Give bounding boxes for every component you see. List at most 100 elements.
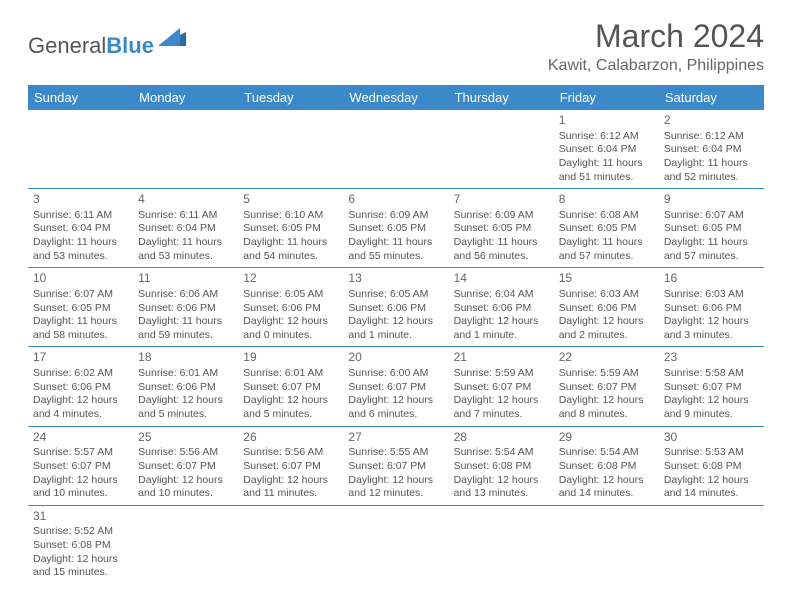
day-info-line: and 10 minutes. — [138, 487, 233, 501]
day-info-line: Sunset: 6:04 PM — [664, 143, 759, 157]
calendar-day-empty — [343, 506, 448, 584]
day-info-line: Sunset: 6:07 PM — [243, 381, 338, 395]
day-number: 25 — [138, 430, 233, 446]
day-info-line: and 11 minutes. — [243, 487, 338, 501]
calendar-day: 14Sunrise: 6:04 AMSunset: 6:06 PMDayligh… — [449, 268, 554, 346]
calendar-day-empty — [449, 506, 554, 584]
day-info-line: Daylight: 12 hours — [33, 394, 128, 408]
day-info-line: Daylight: 12 hours — [454, 474, 549, 488]
day-info-line: Sunset: 6:06 PM — [138, 381, 233, 395]
logo-text-1: General — [28, 33, 106, 58]
day-info-line: Sunrise: 6:05 AM — [243, 288, 338, 302]
calendar-day: 26Sunrise: 5:56 AMSunset: 6:07 PMDayligh… — [238, 427, 343, 505]
day-info-line: Sunset: 6:07 PM — [348, 381, 443, 395]
day-info-line: and 1 minute. — [348, 329, 443, 343]
day-info-line: Sunrise: 6:03 AM — [559, 288, 654, 302]
day-number: 20 — [348, 350, 443, 366]
day-info-line: and 57 minutes. — [664, 250, 759, 264]
day-info-line: and 14 minutes. — [664, 487, 759, 501]
day-info-line: Sunrise: 5:57 AM — [33, 446, 128, 460]
calendar-day: 3Sunrise: 6:11 AMSunset: 6:04 PMDaylight… — [28, 189, 133, 267]
day-info-line: Sunrise: 6:09 AM — [454, 209, 549, 223]
day-info-line: Sunrise: 6:01 AM — [138, 367, 233, 381]
calendar-week: 17Sunrise: 6:02 AMSunset: 6:06 PMDayligh… — [28, 347, 764, 426]
calendar-day: 27Sunrise: 5:55 AMSunset: 6:07 PMDayligh… — [343, 427, 448, 505]
day-number: 7 — [454, 192, 549, 208]
day-info-line: Sunrise: 6:03 AM — [664, 288, 759, 302]
day-info-line: and 55 minutes. — [348, 250, 443, 264]
day-number: 16 — [664, 271, 759, 287]
calendar-week: 31Sunrise: 5:52 AMSunset: 6:08 PMDayligh… — [28, 506, 764, 584]
day-header: Saturday — [659, 85, 764, 110]
logo-text: GeneralBlue — [28, 33, 154, 59]
calendar-day: 28Sunrise: 5:54 AMSunset: 6:08 PMDayligh… — [449, 427, 554, 505]
calendar-day: 2Sunrise: 6:12 AMSunset: 6:04 PMDaylight… — [659, 110, 764, 188]
day-number: 18 — [138, 350, 233, 366]
day-info-line: Sunrise: 6:05 AM — [348, 288, 443, 302]
day-info-line: and 10 minutes. — [33, 487, 128, 501]
calendar-day: 5Sunrise: 6:10 AMSunset: 6:05 PMDaylight… — [238, 189, 343, 267]
day-info-line: Sunset: 6:04 PM — [33, 222, 128, 236]
calendar-day: 11Sunrise: 6:06 AMSunset: 6:06 PMDayligh… — [133, 268, 238, 346]
day-number: 12 — [243, 271, 338, 287]
day-number: 10 — [33, 271, 128, 287]
day-number: 2 — [664, 113, 759, 129]
calendar-day: 20Sunrise: 6:00 AMSunset: 6:07 PMDayligh… — [343, 347, 448, 425]
day-header: Thursday — [449, 85, 554, 110]
calendar-day: 15Sunrise: 6:03 AMSunset: 6:06 PMDayligh… — [554, 268, 659, 346]
day-info-line: Daylight: 12 hours — [138, 474, 233, 488]
day-header: Wednesday — [343, 85, 448, 110]
day-info-line: Sunrise: 6:06 AM — [138, 288, 233, 302]
day-info-line: Daylight: 12 hours — [243, 474, 338, 488]
day-info-line: Daylight: 12 hours — [454, 394, 549, 408]
day-info-line: and 58 minutes. — [33, 329, 128, 343]
day-number: 14 — [454, 271, 549, 287]
day-info-line: Sunrise: 6:09 AM — [348, 209, 443, 223]
calendar-day: 9Sunrise: 6:07 AMSunset: 6:05 PMDaylight… — [659, 189, 764, 267]
day-info-line: Sunrise: 6:11 AM — [138, 209, 233, 223]
day-info-line: Sunset: 6:06 PM — [243, 302, 338, 316]
day-header: Sunday — [28, 85, 133, 110]
calendar-day-empty — [238, 110, 343, 188]
day-number: 17 — [33, 350, 128, 366]
calendar-day: 19Sunrise: 6:01 AMSunset: 6:07 PMDayligh… — [238, 347, 343, 425]
calendar-body: 1Sunrise: 6:12 AMSunset: 6:04 PMDaylight… — [28, 110, 764, 584]
calendar-day: 31Sunrise: 5:52 AMSunset: 6:08 PMDayligh… — [28, 506, 133, 584]
day-info-line: Sunrise: 5:53 AM — [664, 446, 759, 460]
day-info-line: Daylight: 12 hours — [138, 394, 233, 408]
day-info-line: and 57 minutes. — [559, 250, 654, 264]
logo-icon — [158, 24, 186, 51]
day-info-line: Sunset: 6:08 PM — [33, 539, 128, 553]
day-number: 8 — [559, 192, 654, 208]
calendar-day: 21Sunrise: 5:59 AMSunset: 6:07 PMDayligh… — [449, 347, 554, 425]
day-info-line: Daylight: 11 hours — [33, 315, 128, 329]
day-info-line: and 2 minutes. — [559, 329, 654, 343]
day-info-line: Sunset: 6:05 PM — [664, 222, 759, 236]
day-info-line: and 12 minutes. — [348, 487, 443, 501]
day-info-line: Sunset: 6:07 PM — [33, 460, 128, 474]
day-info-line: Daylight: 12 hours — [559, 474, 654, 488]
day-header: Tuesday — [238, 85, 343, 110]
day-info-line: Sunrise: 6:12 AM — [664, 130, 759, 144]
day-info-line: Sunrise: 6:00 AM — [348, 367, 443, 381]
calendar-day-empty — [343, 110, 448, 188]
day-info-line: Sunset: 6:06 PM — [559, 302, 654, 316]
day-number: 9 — [664, 192, 759, 208]
day-header: Monday — [133, 85, 238, 110]
day-info-line: Daylight: 12 hours — [664, 315, 759, 329]
day-number: 13 — [348, 271, 443, 287]
day-info-line: Sunrise: 5:58 AM — [664, 367, 759, 381]
day-number: 5 — [243, 192, 338, 208]
day-info-line: and 1 minute. — [454, 329, 549, 343]
day-info-line: Daylight: 11 hours — [559, 157, 654, 171]
calendar-day: 17Sunrise: 6:02 AMSunset: 6:06 PMDayligh… — [28, 347, 133, 425]
day-info-line: Sunset: 6:08 PM — [454, 460, 549, 474]
day-info-line: Sunset: 6:07 PM — [138, 460, 233, 474]
day-info-line: and 14 minutes. — [559, 487, 654, 501]
day-info-line: Sunset: 6:06 PM — [33, 381, 128, 395]
day-number: 15 — [559, 271, 654, 287]
day-info-line: and 54 minutes. — [243, 250, 338, 264]
day-info-line: and 59 minutes. — [138, 329, 233, 343]
day-info-line: Sunset: 6:07 PM — [243, 460, 338, 474]
day-info-line: and 15 minutes. — [33, 566, 128, 580]
